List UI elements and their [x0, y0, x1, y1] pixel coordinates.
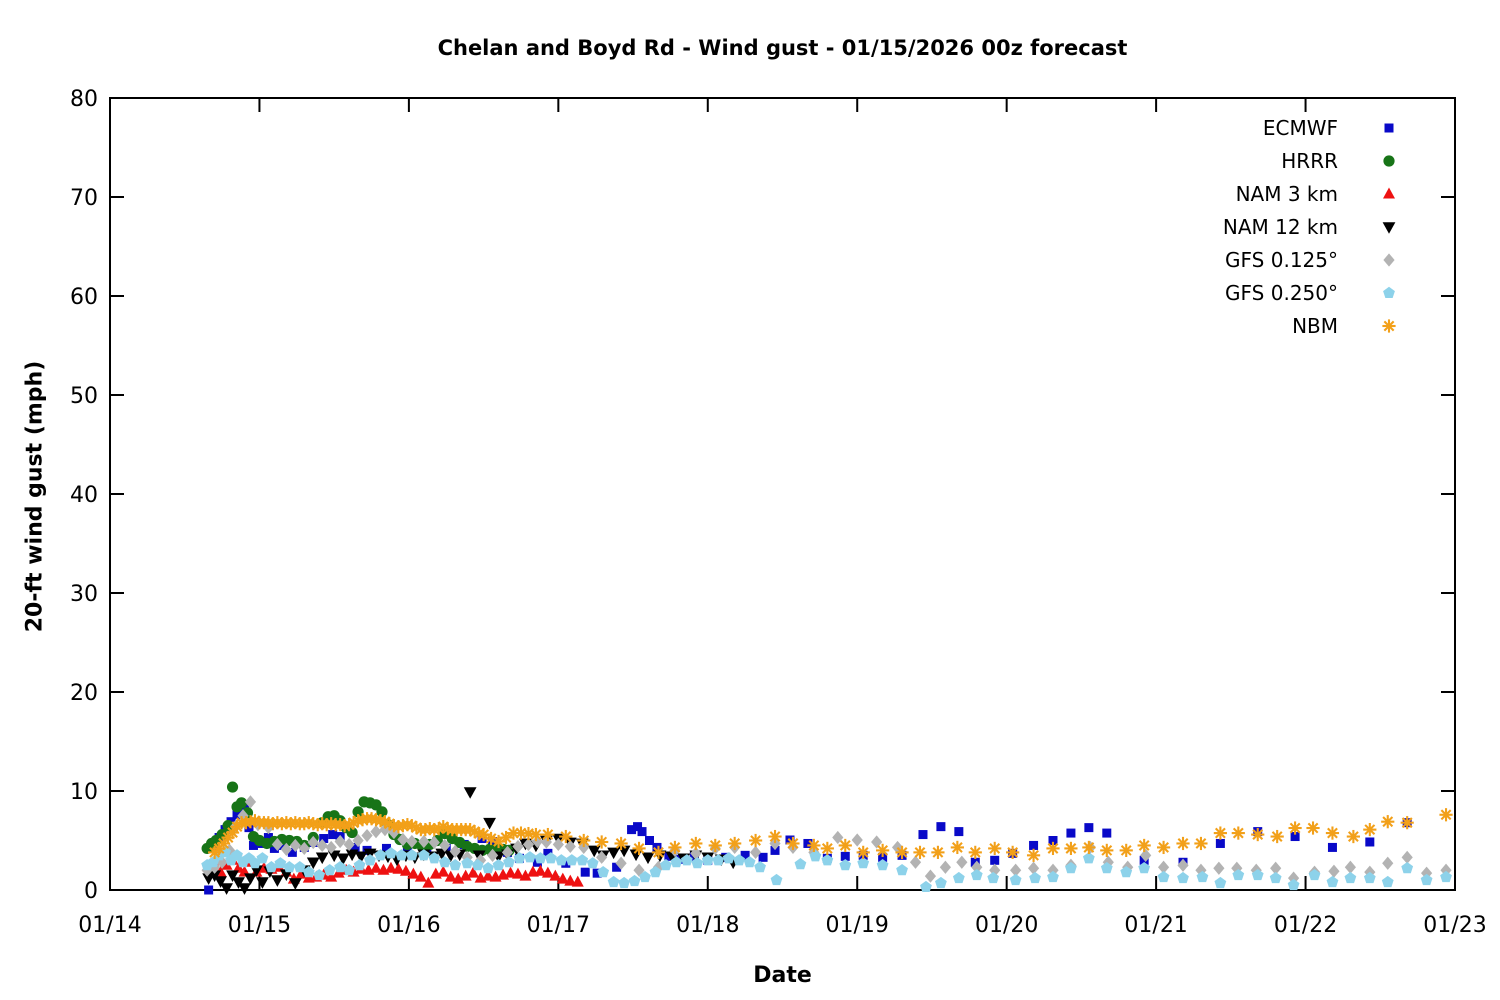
y-tick-label: 0: [84, 879, 98, 904]
legend-item-hrrr: HRRR: [1050, 144, 1430, 177]
legend-label-gfs-0-250: GFS 0.250°: [1225, 280, 1338, 305]
legend-item-nbm: NBM: [1050, 309, 1430, 342]
nam-12-km-marker-icon: [1382, 221, 1396, 234]
x-axis: 01/14 01/15 01/16 01/17 01/18 01/19 01/20 01/21…: [78, 98, 1487, 938]
y-tick-label: 50: [70, 384, 98, 409]
y-tick-label: 30: [70, 582, 98, 607]
nam-3-km-marker-icon: [1383, 187, 1395, 198]
legend-item-ecmwf: ECMWF: [1050, 111, 1430, 144]
x-tick-label: 01/15: [228, 913, 291, 938]
y-axis: 0 10 20 30 40 50 60 70 80: [70, 87, 1455, 904]
chart-title: Chelan and Boyd Rd - Wind gust - 01/15/2…: [437, 36, 1128, 60]
series-nbm: [208, 808, 1453, 862]
x-tick-label: 01/19: [826, 913, 889, 938]
legend-item-gfs-0-125: GFS 0.125°: [1050, 243, 1430, 276]
x-tick-label: 01/22: [1274, 913, 1337, 938]
x-tick-label: 01/16: [377, 913, 440, 938]
x-tick-label: 01/20: [975, 913, 1038, 938]
y-tick-label: 40: [70, 483, 98, 508]
legend-label-hrrr: HRRR: [1281, 148, 1338, 173]
ecmwf-marker-icon: [1384, 123, 1394, 132]
legend-item-nam-12-km: NAM 12 km: [1050, 210, 1430, 243]
y-tick-label: 60: [70, 285, 98, 310]
y-tick-label: 70: [70, 186, 98, 211]
series-gfs-0-250: [201, 846, 1452, 893]
legend: ECMWF HRRR NAM 3 km NAM 12 km GFS 0.125° GFS …: [1050, 111, 1430, 342]
x-tick-label: 01/23: [1423, 913, 1486, 938]
hrrr-marker-icon: [1383, 154, 1395, 167]
legend-item-gfs-0-250: GFS 0.250°: [1050, 276, 1430, 309]
x-tick-label: 01/18: [676, 913, 739, 938]
legend-label-nbm: NBM: [1292, 313, 1338, 338]
legend-label-nam-12-km: NAM 12 km: [1222, 214, 1338, 239]
legend-label-nam-3-km: NAM 3 km: [1235, 181, 1338, 206]
x-axis-label: Date: [753, 963, 812, 988]
legend-label-gfs-0-125: GFS 0.125°: [1225, 247, 1338, 272]
nbm-marker-icon: [1382, 318, 1396, 333]
x-tick-label: 01/14: [78, 913, 141, 938]
gfs-0-250-marker-icon: [1383, 286, 1395, 298]
x-tick-label: 01/17: [527, 913, 590, 938]
y-tick-label: 20: [70, 681, 98, 706]
gfs-0-125-marker-icon: [1383, 252, 1395, 267]
legend-item-nam-3-km: NAM 3 km: [1050, 177, 1430, 210]
legend-label-ecmwf: ECMWF: [1262, 115, 1338, 140]
x-tick-label: 01/21: [1124, 913, 1187, 938]
y-tick-label: 10: [70, 780, 98, 805]
y-tick-label: 80: [70, 87, 98, 112]
